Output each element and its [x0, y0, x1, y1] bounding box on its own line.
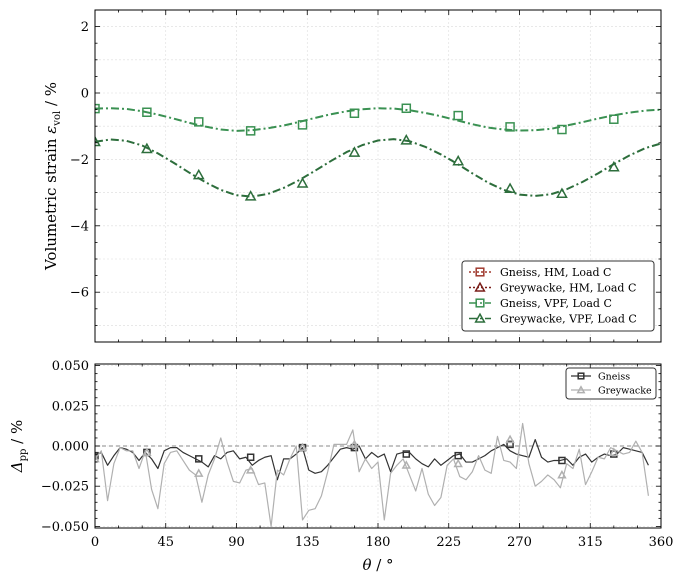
top-series-2-marker: [194, 117, 204, 127]
top-legend-label: Gneiss, HM, Load C: [500, 266, 611, 279]
top-series-3-marker: [556, 187, 568, 199]
bottom-legend: Gneiss Greywacke: [565, 367, 657, 400]
top-legend-box: [461, 260, 655, 332]
top-y-tick-label: −6: [70, 286, 89, 301]
top-series: [95, 103, 661, 201]
top-series-3-marker: [504, 182, 516, 194]
top-legend: Gneiss, HM, Load C Greywacke, HM, Load C G…: [461, 260, 655, 332]
bottom-legend-label: Greywacke: [598, 386, 652, 397]
bottom-legend-items: Gneiss Greywacke: [571, 372, 652, 397]
bottom-x-tick-label: 180: [366, 535, 391, 550]
bottom-y-tick-labels: 0.050 0.025 0.000 −0.025 −0.050: [41, 359, 89, 535]
bottom-y-tick-label: 0.025: [52, 399, 89, 414]
bottom-series-1-marker: [557, 469, 567, 479]
top-legend-label: Greywacke, HM, Load C: [500, 282, 636, 295]
bottom-series-0-marker: [402, 450, 411, 458]
top-legend-marker: [474, 281, 486, 292]
bottom-series-0-marker: [195, 455, 203, 463]
bottom-series-0-marker: [558, 456, 566, 465]
top-series-3-marker: [296, 177, 309, 188]
bottom-x-tick-label: 135: [295, 535, 320, 550]
bottom-x-tick-label: 0: [91, 535, 99, 550]
top-y-tick-label: −2: [70, 153, 89, 168]
top-legend-marker: [475, 298, 485, 308]
bottom-series-0-marker: [454, 451, 462, 460]
top-series-line-3: [95, 138, 661, 198]
top-series-2-marker: [505, 122, 515, 132]
bottom-x-tick-label: 90: [228, 535, 245, 550]
bottom-panel: 0.050 0.025 0.000 −0.025 −0.050 0 45 90 135 180 2…: [8, 359, 673, 574]
top-series-2-marker: [142, 107, 152, 118]
top-ticks: [94, 10, 662, 342]
bottom-x-tick-label: 315: [578, 535, 603, 550]
top-series-3-marker: [400, 133, 413, 145]
bottom-y-axis-label: Δpp / %: [8, 420, 29, 474]
top-legend-marker: [474, 312, 486, 323]
top-series-2-marker: [453, 110, 463, 121]
bottom-legend-marker: [577, 372, 585, 380]
bottom-series-1-marker: [609, 447, 619, 456]
top-y-tick-label: −4: [70, 219, 89, 234]
top-series-3-marker: [95, 135, 101, 147]
top-series-2-marker: [245, 126, 256, 136]
bottom-x-tick-label: 45: [157, 535, 174, 550]
bottom-legend-marker: [576, 385, 586, 394]
bottom-series-0-marker: [246, 453, 255, 462]
bottom-y-tick-label: 0.000: [52, 440, 89, 455]
top-series-3-marker: [607, 160, 620, 172]
bottom-series-line-0: [95, 438, 649, 481]
top-series-3-marker: [348, 146, 361, 157]
bottom-x-tick-label: 225: [436, 535, 461, 550]
bottom-x-axis-label: θ / °: [362, 556, 393, 574]
bottom-series-1-marker: [505, 434, 515, 444]
top-series-2-marker: [401, 103, 412, 114]
bottom-y-tick-label: −0.025: [41, 480, 89, 495]
top-legend-items: Gneiss, HM, Load C Greywacke, HM, Load C G…: [469, 266, 637, 326]
bottom-series-1-marker: [142, 447, 152, 456]
bottom-x-tick-labels: 0 45 90 135 180 225 270 315 360: [91, 535, 674, 550]
top-series-3-marker: [192, 168, 205, 180]
top-panel: 2 0 −2 −4 −6 Volumetric strain εvol / % Gnei…: [42, 9, 662, 343]
top-y-tick-labels: 2 0 −2 −4 −6: [70, 20, 89, 301]
top-series-2-marker: [557, 124, 567, 135]
top-series-2-marker: [297, 120, 308, 130]
top-series-3-marker: [244, 190, 257, 201]
bottom-x-tick-label: 270: [507, 535, 532, 550]
bottom-x-tick-label: 360: [649, 535, 674, 550]
bottom-y-tick-label: −0.050: [41, 520, 89, 535]
bottom-y-tick-label: 0.050: [52, 359, 89, 374]
bottom-series-1-marker: [349, 439, 360, 448]
bottom-series-1-marker: [194, 468, 204, 477]
top-legend-marker: [475, 267, 485, 277]
top-series-3-marker: [141, 142, 153, 154]
bottom-series-1-marker: [95, 453, 100, 463]
bottom-series-1-marker: [245, 465, 256, 474]
bottom-series-1-marker: [453, 458, 463, 468]
top-series-2-marker: [609, 114, 619, 124]
bottom-series-1-marker: [297, 442, 308, 452]
top-y-axis-label: Volumetric strain εvol / %: [42, 82, 63, 271]
top-series-3-marker: [452, 154, 465, 166]
top-y-tick-label: 2: [81, 20, 89, 35]
top-legend-label: Greywacke, VPF, Load C: [500, 313, 637, 326]
top-legend-label: Gneiss, VPF, Load C: [500, 297, 612, 310]
bottom-legend-label: Gneiss: [598, 372, 630, 383]
bottom-series-1-marker: [401, 460, 412, 469]
top-series-2-marker: [95, 103, 100, 114]
bottom-series: [95, 422, 650, 527]
bottom-series-line-1: [95, 422, 650, 527]
top-y-tick-label: 0: [81, 87, 89, 102]
bottom-ticks: [94, 364, 662, 528]
top-series-2-marker: [349, 108, 360, 119]
bottom-series-0-marker: [506, 440, 514, 449]
